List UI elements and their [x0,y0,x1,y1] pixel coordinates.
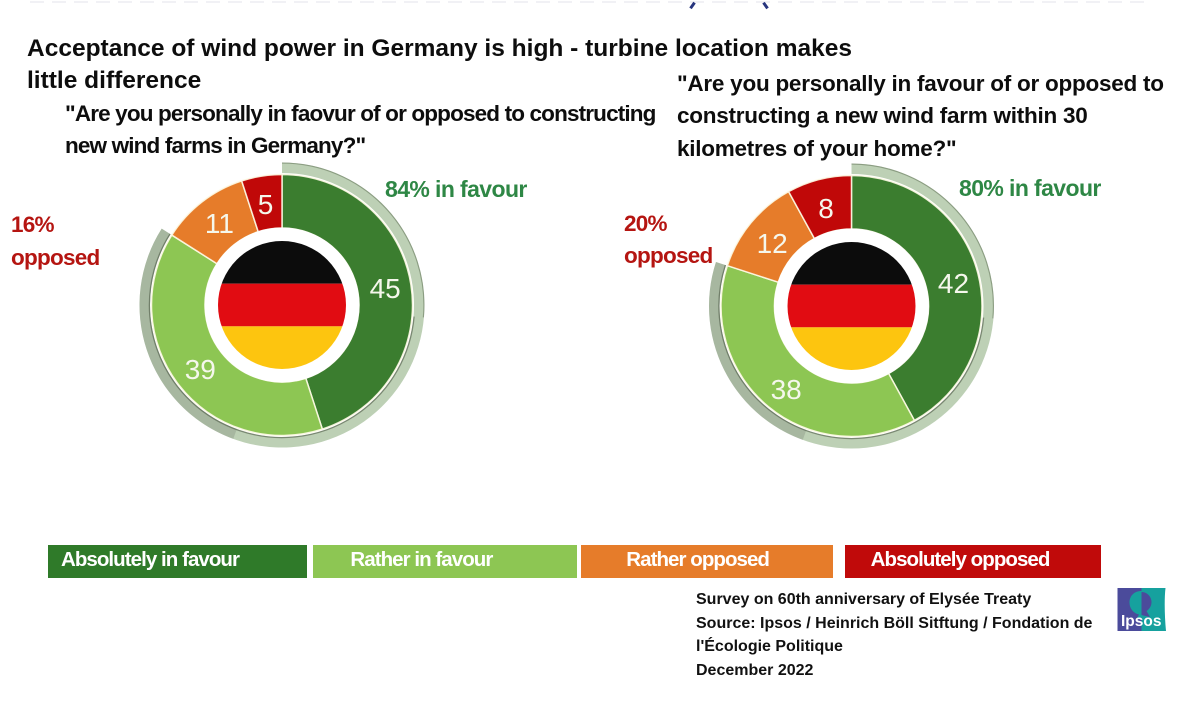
svg-text:Ipsos: Ipsos [1121,613,1161,630]
